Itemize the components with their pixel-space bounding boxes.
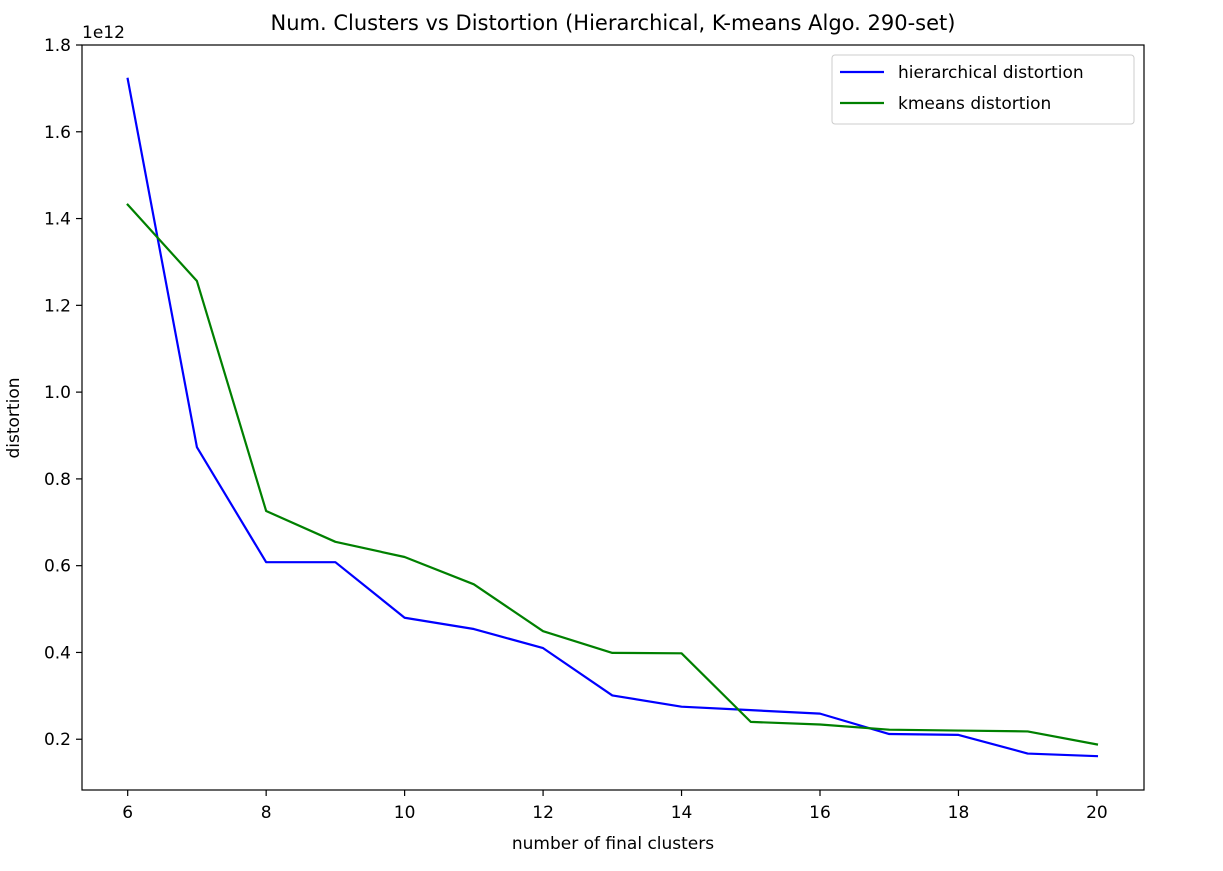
y-tick-label: 1.0 <box>44 383 71 403</box>
y-axis-ticks: 0.2 0.4 0.6 0.8 1.0 1.2 1.4 1.6 1.8 <box>44 36 82 750</box>
x-axis-ticks: 6 8 10 12 14 16 18 20 <box>122 790 1108 823</box>
x-tick-label: 8 <box>261 803 272 823</box>
x-tick-label: 20 <box>1086 803 1108 823</box>
x-tick-label: 10 <box>394 803 416 823</box>
x-tick-label: 6 <box>122 803 133 823</box>
chart-title: Num. Clusters vs Distortion (Hierarchica… <box>271 11 956 35</box>
x-tick-label: 18 <box>948 803 970 823</box>
y-tick-label: 0.6 <box>44 557 71 577</box>
y-tick-label: 0.8 <box>44 470 71 490</box>
y-tick-label: 1.4 <box>44 210 71 230</box>
y-tick-label: 0.4 <box>44 643 71 663</box>
y-tick-label: 1.2 <box>44 296 71 316</box>
y-tick-label: 0.2 <box>44 730 71 750</box>
series-lines <box>126 77 1099 758</box>
x-tick-label: 12 <box>532 803 554 823</box>
plot-frame <box>81 44 1145 791</box>
x-tick-label: 16 <box>809 803 831 823</box>
kmeans-distortion-line <box>126 203 1099 746</box>
y-offset-text: 1e12 <box>82 23 125 43</box>
legend-box <box>831 54 1135 125</box>
legend-label-hierarchical: hierarchical distortion <box>898 63 1084 83</box>
legend: hierarchical distortion kmeans distortio… <box>831 54 1135 125</box>
legend-label-kmeans: kmeans distortion <box>898 94 1051 114</box>
x-axis-label: number of final clusters <box>512 834 714 854</box>
x-tick-label: 14 <box>671 803 693 823</box>
y-tick-label: 1.8 <box>44 36 71 56</box>
hierarchical-distortion-line <box>126 77 1099 758</box>
y-tick-label: 1.6 <box>44 123 71 143</box>
y-axis-label: distortion <box>4 378 24 459</box>
